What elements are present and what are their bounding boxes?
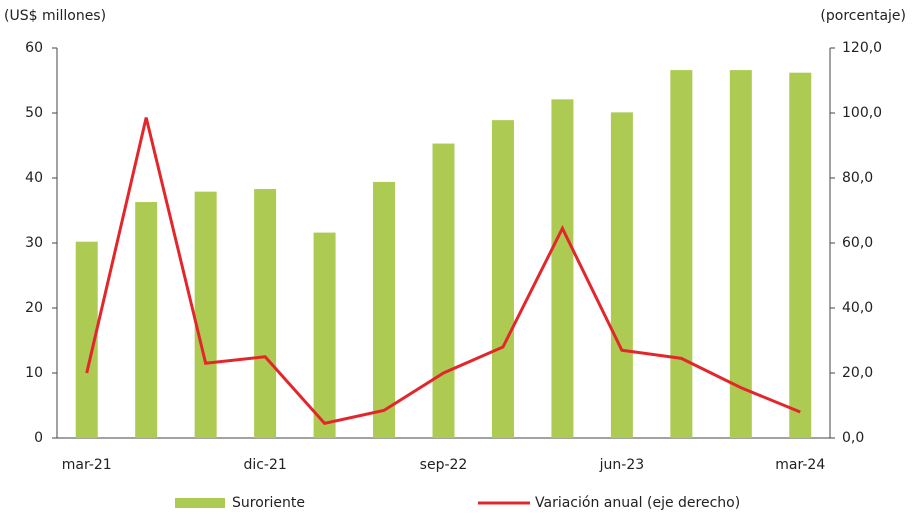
legend-swatch bbox=[175, 498, 225, 508]
y-tick-label: 20 bbox=[25, 300, 43, 316]
bar bbox=[551, 99, 574, 438]
y2-tick-label: 40,0 bbox=[842, 300, 873, 316]
bar bbox=[789, 72, 812, 438]
y-tick-label: 50 bbox=[25, 105, 43, 121]
bar bbox=[194, 191, 217, 438]
legend-label: Suroriente bbox=[232, 495, 305, 511]
x-tick-label: dic-21 bbox=[243, 457, 286, 473]
x-tick-label: sep-22 bbox=[420, 457, 468, 473]
y2-tick-label: 60,0 bbox=[842, 235, 873, 251]
x-tick-label: mar-24 bbox=[775, 457, 825, 473]
bar bbox=[491, 120, 514, 439]
y-tick-label: 40 bbox=[25, 170, 43, 186]
y-axis-label: (US$ millones) bbox=[4, 8, 106, 24]
y2-tick-label: 120,0 bbox=[842, 40, 882, 56]
x-tick-label: mar-21 bbox=[62, 457, 112, 473]
y2-tick-label: 100,0 bbox=[842, 105, 882, 121]
y-tick-label: 0 bbox=[34, 430, 43, 446]
y-tick-label: 10 bbox=[25, 365, 43, 381]
y2-tick-label: 80,0 bbox=[842, 170, 873, 186]
legend-label: Variación anual (eje derecho) bbox=[535, 495, 740, 511]
y-tick-label: 30 bbox=[25, 235, 43, 251]
bar bbox=[432, 143, 455, 439]
bar bbox=[729, 70, 752, 438]
y2-tick-label: 20,0 bbox=[842, 365, 873, 381]
line bbox=[85, 117, 801, 426]
bar bbox=[373, 181, 396, 438]
bar bbox=[313, 232, 336, 438]
x-tick-label: jun-23 bbox=[599, 457, 645, 473]
bar bbox=[75, 241, 98, 438]
bar bbox=[670, 70, 693, 438]
y-tick-label: 60 bbox=[25, 40, 43, 56]
y2-tick-label: 0,0 bbox=[842, 430, 864, 446]
bar bbox=[610, 112, 633, 438]
bar bbox=[135, 202, 158, 438]
bar bbox=[254, 189, 277, 438]
y2-axis-label: (porcentaje) bbox=[820, 8, 906, 24]
